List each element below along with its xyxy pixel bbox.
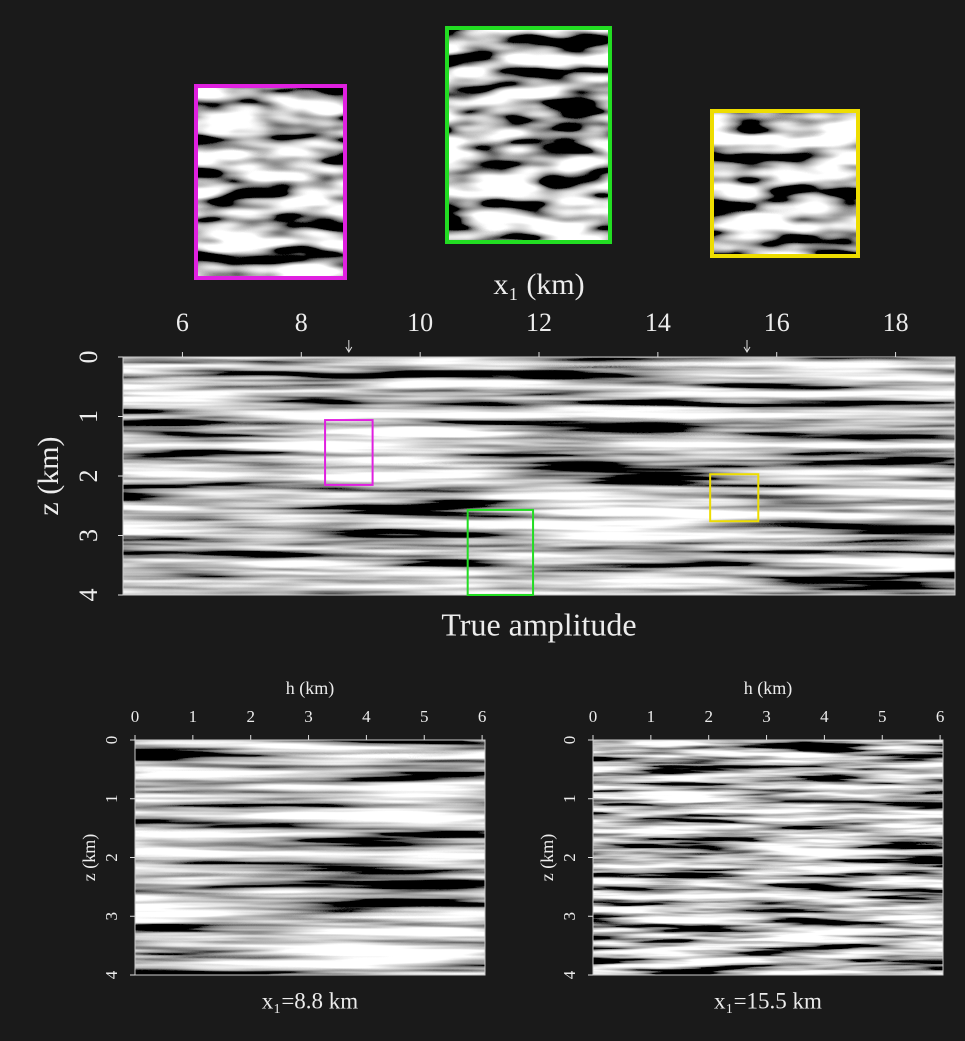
zoom-box	[324, 419, 374, 486]
y-tick-label: 1	[560, 795, 579, 804]
x-tick-label: 12	[526, 308, 552, 337]
x-axis-label: x₁ (km)	[493, 268, 584, 301]
x-axis-label: h (km)	[286, 678, 335, 699]
seismic-image	[123, 357, 955, 595]
zoom-box	[709, 473, 760, 523]
zoom-box	[466, 508, 535, 597]
x-tick-label: 3	[762, 707, 771, 726]
x-tick-label: 2	[704, 707, 713, 726]
caption: x₁=15.5 km	[714, 988, 822, 1013]
y-tick-label: 0	[102, 736, 121, 745]
y-tick-label: 3	[102, 912, 121, 921]
arrow	[743, 340, 751, 353]
y-tick-label: 2	[74, 470, 103, 483]
x-tick-label: 8	[295, 308, 308, 337]
inset-image	[196, 86, 345, 278]
inset-frame	[445, 26, 612, 244]
seismic-image	[593, 740, 943, 975]
x-tick-label: 6	[176, 308, 189, 337]
y-tick-label: 4	[74, 589, 103, 602]
x-tick-label: 6	[936, 707, 945, 726]
y-tick-label: 3	[74, 529, 103, 542]
x-tick-label: 0	[589, 707, 598, 726]
y-tick-label: 0	[74, 351, 103, 364]
inset-image	[712, 111, 858, 256]
seismic-image	[135, 740, 485, 975]
y-axis-label: z (km)	[32, 436, 65, 515]
inset-image	[447, 28, 610, 242]
inset-frame	[710, 109, 860, 258]
x-tick-label: 16	[764, 308, 790, 337]
x-tick-label: 6	[478, 707, 487, 726]
x-tick-label: 18	[883, 308, 909, 337]
x-tick-label: 5	[878, 707, 887, 726]
y-axis-label: z (km)	[79, 834, 100, 881]
y-tick-label: 4	[560, 970, 579, 979]
arrow	[345, 340, 353, 353]
x-tick-label: 10	[407, 308, 433, 337]
y-axis-label: z (km)	[537, 834, 558, 881]
x-tick-label: 0	[131, 707, 140, 726]
x-tick-label: 4	[820, 707, 829, 726]
x-tick-label: 14	[645, 308, 671, 337]
x-axis-label: h (km)	[744, 678, 793, 699]
y-tick-label: 1	[102, 795, 121, 804]
y-tick-label: 0	[560, 736, 579, 745]
y-tick-label: 1	[74, 410, 103, 423]
inset-frame	[194, 84, 347, 280]
x-tick-label: 1	[647, 707, 656, 726]
y-tick-label: 4	[102, 970, 121, 979]
x-tick-label: 5	[420, 707, 429, 726]
x-tick-label: 1	[189, 707, 198, 726]
caption: True amplitude	[441, 606, 636, 642]
caption: x₁=8.8 km	[262, 988, 358, 1013]
x-tick-label: 3	[304, 707, 313, 726]
x-tick-label: 4	[362, 707, 371, 726]
y-tick-label: 2	[102, 853, 121, 862]
y-tick-label: 2	[560, 853, 579, 862]
x-tick-label: 2	[246, 707, 255, 726]
y-tick-label: 3	[560, 912, 579, 921]
